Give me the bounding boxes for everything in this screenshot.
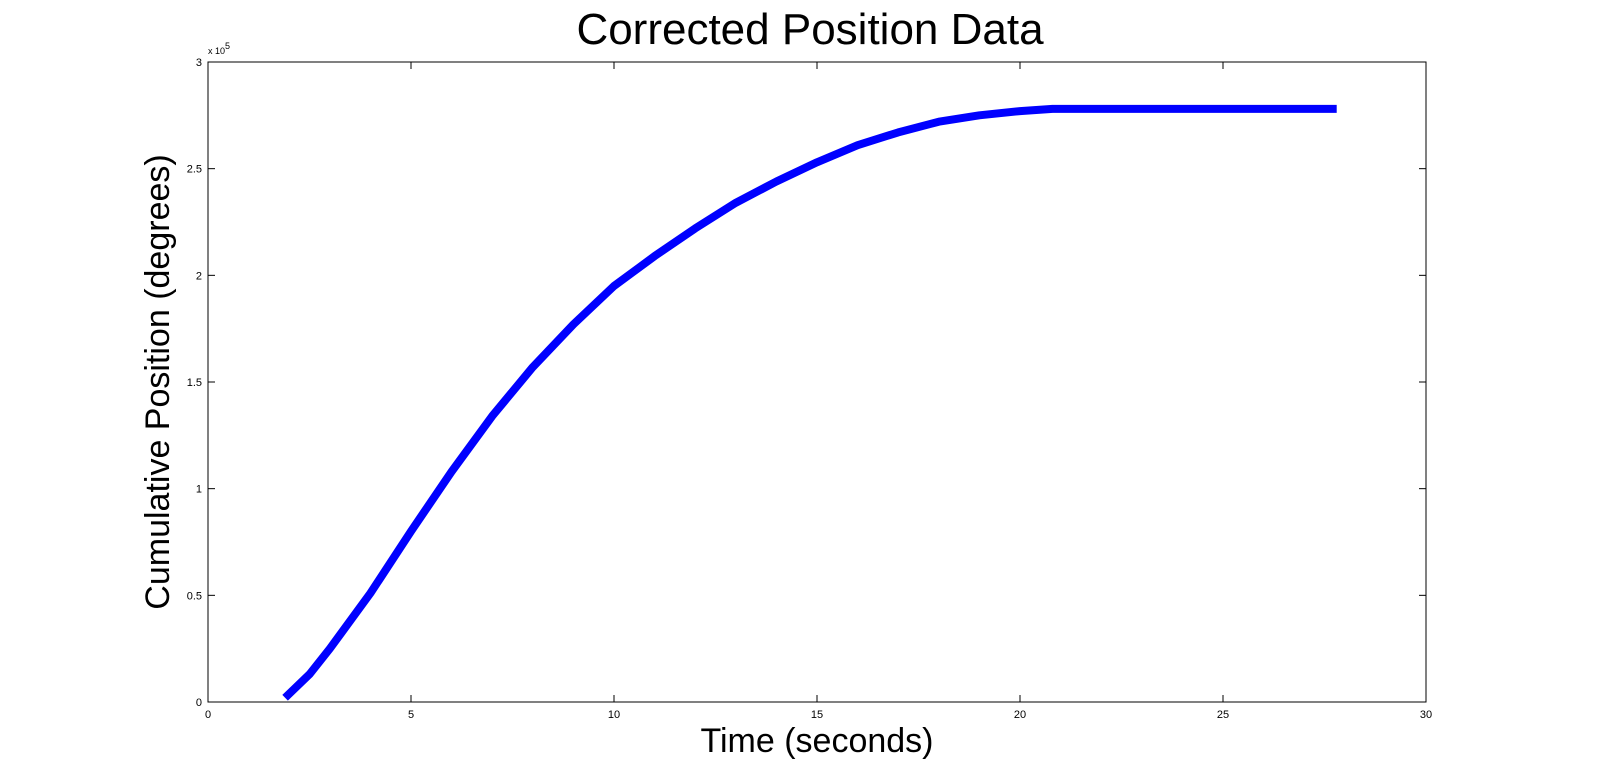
y-tick-label: 2.5 [187, 164, 202, 176]
y-tick-label: 3 [196, 57, 202, 69]
x-tick-label: 15 [811, 709, 823, 721]
x-axis-label: Time (seconds) [700, 722, 933, 760]
y-tick-labels: 0 0.5 1 1.5 2 2.5 3 [187, 57, 202, 709]
chart-title: Corrected Position Data [576, 5, 1044, 54]
x-tick-label: 25 [1217, 709, 1229, 721]
x-tick-label: 30 [1420, 709, 1432, 721]
y-tick-label: 2 [196, 270, 202, 282]
y-tick-label: 0.5 [187, 590, 202, 602]
x-tick-label: 0 [205, 709, 211, 721]
y-tick-label: 0 [196, 697, 202, 709]
y-axis-label: Cumulative Position (degrees) [139, 154, 177, 609]
x-tick-label: 20 [1014, 709, 1026, 721]
x-tick-label: 10 [608, 709, 620, 721]
y-tick-label: 1.5 [187, 377, 202, 389]
y-tick-label: 1 [196, 484, 202, 496]
y-multiplier-label: x 105 [208, 41, 230, 56]
x-tick-label: 5 [408, 709, 414, 721]
series-layer [282, 104, 1337, 701]
series-line-0 [282, 104, 1337, 701]
x-tick-labels: 0 5 10 15 20 25 30 [205, 709, 1432, 721]
tick-marks [207, 61, 1427, 703]
